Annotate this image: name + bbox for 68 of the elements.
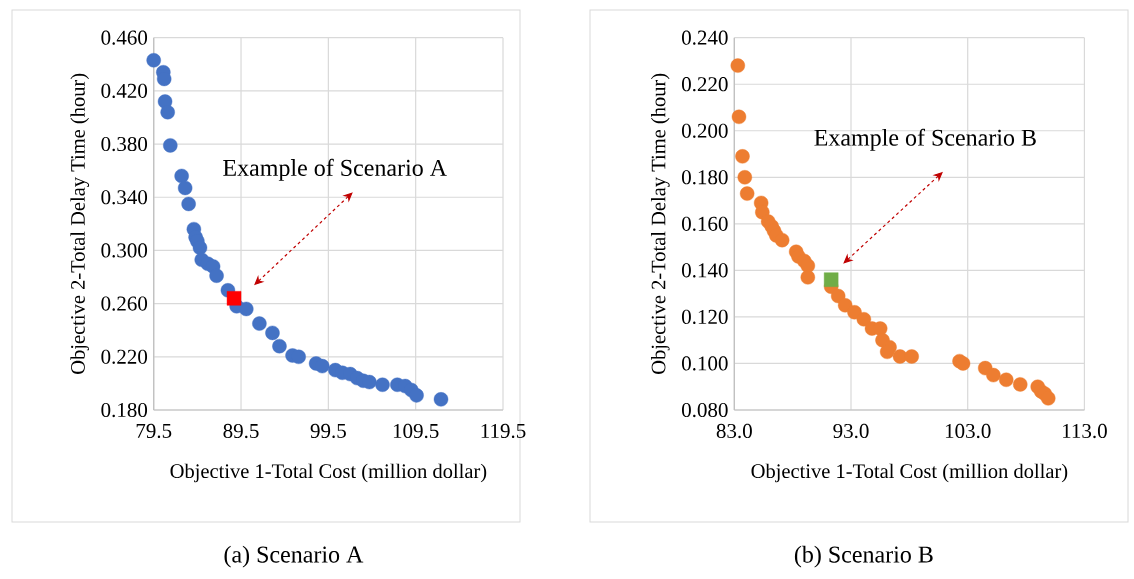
point xyxy=(375,377,390,392)
point xyxy=(146,53,161,68)
y-tick-label: 0.240 xyxy=(681,30,728,45)
point xyxy=(181,196,196,212)
point xyxy=(856,312,872,327)
y-tick-label: 0.200 xyxy=(681,123,728,138)
y-tick-label: 0.220 xyxy=(681,77,728,92)
y-tick-label: 0.380 xyxy=(101,136,148,152)
x-tick-label: 103.0 xyxy=(945,423,991,439)
point xyxy=(252,316,267,331)
point xyxy=(837,298,853,313)
point xyxy=(730,58,746,73)
y-tick-label: 0.220 xyxy=(101,349,148,364)
annotation: Example of Scenario B xyxy=(814,128,1036,151)
x-tick-label: 79.5 xyxy=(136,423,172,439)
point xyxy=(272,338,287,354)
text: (b) Scenario B xyxy=(794,545,933,568)
point xyxy=(226,291,242,306)
point xyxy=(735,149,750,164)
y-tick-label: 0.340 xyxy=(101,190,148,205)
x-axis-title: Objective 1-Total Cost (million dollar) xyxy=(751,463,1068,483)
x-tick-label: 89.5 xyxy=(223,423,259,439)
point xyxy=(209,268,224,283)
point xyxy=(904,349,919,364)
y-tick-label: 0.300 xyxy=(101,243,148,258)
point xyxy=(986,367,1001,383)
text: (a) Scenario A xyxy=(224,545,364,568)
y-axis-title: Objective 2-Total Delay Time (hour) xyxy=(70,73,90,374)
point xyxy=(774,232,790,248)
point xyxy=(239,301,254,317)
point xyxy=(315,358,330,374)
y-tick-label: 0.460 xyxy=(101,30,148,45)
point xyxy=(737,170,753,185)
y-tick-label: 0.100 xyxy=(681,356,728,371)
point xyxy=(362,374,377,390)
point xyxy=(999,372,1014,387)
x-tick-label: 119.5 xyxy=(481,423,526,439)
x-tick-label: 99.5 xyxy=(310,423,346,439)
y-axis-title: Objective 2-Total Delay Time (hour) xyxy=(651,73,670,374)
point xyxy=(955,356,971,371)
x-axis-title: Objective 1-Total Cost (million dollar) xyxy=(170,463,487,483)
point xyxy=(433,392,449,407)
point xyxy=(800,270,816,285)
point xyxy=(163,138,178,153)
y-tick-label: 0.160 xyxy=(681,216,728,231)
point xyxy=(1013,377,1028,392)
point xyxy=(409,388,424,403)
y-tick-label: 0.180 xyxy=(101,402,148,418)
point xyxy=(739,186,755,201)
y-tick-label: 0.180 xyxy=(681,170,728,185)
point xyxy=(265,325,280,341)
point xyxy=(177,180,193,196)
y-tick-label: 0.080 xyxy=(681,402,728,418)
point xyxy=(160,104,175,120)
y-tick-label: 0.420 xyxy=(101,83,148,99)
x-tick-label: 83.0 xyxy=(716,423,752,439)
point xyxy=(1041,391,1056,406)
x-tick-label: 113.0 xyxy=(1063,423,1107,439)
point xyxy=(174,168,189,184)
point xyxy=(731,109,747,125)
point xyxy=(823,272,839,287)
point xyxy=(192,240,208,255)
x-tick-label: 109.5 xyxy=(393,423,439,439)
y-tick-label: 0.140 xyxy=(681,263,728,278)
x-tick-label: 93.0 xyxy=(833,423,869,439)
y-tick-label: 0.260 xyxy=(101,296,148,311)
y-tick-label: 0.120 xyxy=(681,309,728,325)
annotation: Example of Scenario A xyxy=(223,158,447,181)
